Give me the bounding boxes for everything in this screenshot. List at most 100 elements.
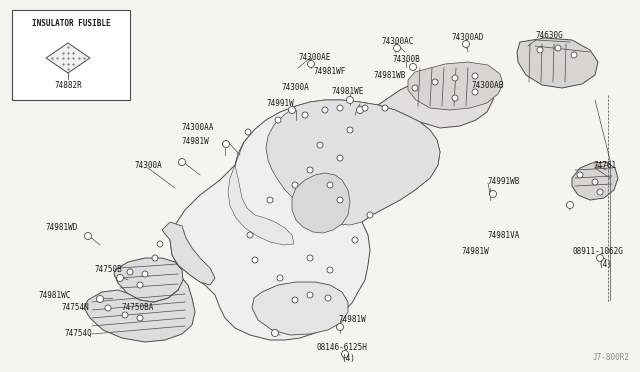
Circle shape [337, 324, 344, 330]
Circle shape [325, 295, 331, 301]
Circle shape [317, 142, 323, 148]
Text: 74981WF: 74981WF [314, 67, 346, 77]
Circle shape [307, 255, 313, 261]
Polygon shape [252, 282, 348, 335]
Circle shape [289, 106, 296, 113]
Circle shape [322, 107, 328, 113]
Polygon shape [170, 100, 440, 340]
Circle shape [432, 79, 438, 85]
Circle shape [352, 237, 358, 243]
Text: 74981WC: 74981WC [39, 292, 71, 301]
Circle shape [337, 197, 343, 203]
Text: 74750B: 74750B [94, 266, 122, 275]
Text: 74991W: 74991W [266, 99, 294, 109]
Circle shape [267, 197, 273, 203]
Circle shape [596, 254, 604, 262]
Text: 74981W: 74981W [181, 138, 209, 147]
Polygon shape [46, 43, 90, 73]
Circle shape [555, 45, 561, 51]
Text: 08911-1062G: 08911-1062G [573, 247, 623, 257]
Text: 74754N: 74754N [61, 304, 89, 312]
Circle shape [292, 297, 298, 303]
Circle shape [490, 190, 497, 198]
Text: 74761: 74761 [594, 160, 617, 170]
Text: 74991WB: 74991WB [488, 177, 520, 186]
Circle shape [382, 105, 388, 111]
Text: 74300AA: 74300AA [182, 124, 214, 132]
Circle shape [142, 271, 148, 277]
Text: 74300AB: 74300AB [471, 80, 504, 90]
Circle shape [347, 127, 353, 133]
Text: J7-800R2: J7-800R2 [593, 353, 630, 362]
Polygon shape [378, 70, 495, 128]
Circle shape [307, 61, 314, 67]
Circle shape [137, 282, 143, 288]
Circle shape [452, 95, 458, 101]
Polygon shape [408, 62, 503, 110]
Polygon shape [84, 278, 195, 342]
Polygon shape [292, 173, 350, 233]
Circle shape [537, 47, 543, 53]
Text: 74750BA: 74750BA [122, 304, 154, 312]
Circle shape [116, 275, 124, 282]
Text: 74300A: 74300A [134, 160, 162, 170]
Polygon shape [266, 100, 440, 225]
Circle shape [337, 155, 343, 161]
Text: 74882R: 74882R [54, 81, 82, 90]
Text: (4): (4) [341, 353, 355, 362]
Circle shape [410, 64, 417, 71]
Circle shape [472, 89, 478, 95]
Circle shape [472, 73, 478, 79]
Circle shape [367, 212, 373, 218]
Circle shape [292, 182, 298, 188]
Circle shape [463, 41, 470, 48]
Polygon shape [517, 38, 598, 88]
Circle shape [412, 85, 418, 91]
Circle shape [342, 350, 349, 357]
Circle shape [247, 232, 253, 238]
Circle shape [571, 52, 577, 58]
Polygon shape [228, 142, 294, 245]
Circle shape [362, 105, 368, 111]
Circle shape [97, 295, 104, 302]
Circle shape [327, 182, 333, 188]
Circle shape [302, 112, 308, 118]
Circle shape [157, 241, 163, 247]
Text: 74300A: 74300A [281, 83, 309, 93]
Text: 74981WD: 74981WD [46, 224, 78, 232]
Text: 74300AE: 74300AE [299, 54, 331, 62]
Text: 74300B: 74300B [392, 55, 420, 64]
Circle shape [327, 267, 333, 273]
Circle shape [452, 75, 458, 81]
Circle shape [307, 292, 313, 298]
Text: 74981WB: 74981WB [374, 71, 406, 80]
Circle shape [152, 255, 158, 261]
Circle shape [337, 105, 343, 111]
Circle shape [245, 129, 251, 135]
Circle shape [577, 172, 583, 178]
Circle shape [592, 179, 598, 185]
Circle shape [223, 141, 230, 148]
Circle shape [127, 269, 133, 275]
Circle shape [346, 96, 353, 103]
Circle shape [356, 106, 364, 113]
Text: 74754Q: 74754Q [64, 328, 92, 337]
Circle shape [394, 45, 401, 51]
Circle shape [179, 158, 186, 166]
Text: 74981WE: 74981WE [332, 87, 364, 96]
Text: 74630G: 74630G [536, 31, 564, 39]
Circle shape [84, 232, 92, 240]
Circle shape [105, 305, 111, 311]
Circle shape [271, 330, 278, 337]
Circle shape [307, 167, 313, 173]
Polygon shape [162, 222, 215, 285]
Text: (4): (4) [598, 260, 612, 269]
Text: 74981W: 74981W [338, 315, 366, 324]
Bar [12, 10, 130, 100]
Circle shape [566, 202, 573, 208]
Text: INSULATOR FUSIBLE: INSULATOR FUSIBLE [32, 19, 110, 29]
Text: 74981VA: 74981VA [487, 231, 520, 240]
Polygon shape [114, 258, 183, 302]
Circle shape [122, 312, 128, 318]
Polygon shape [572, 162, 618, 200]
